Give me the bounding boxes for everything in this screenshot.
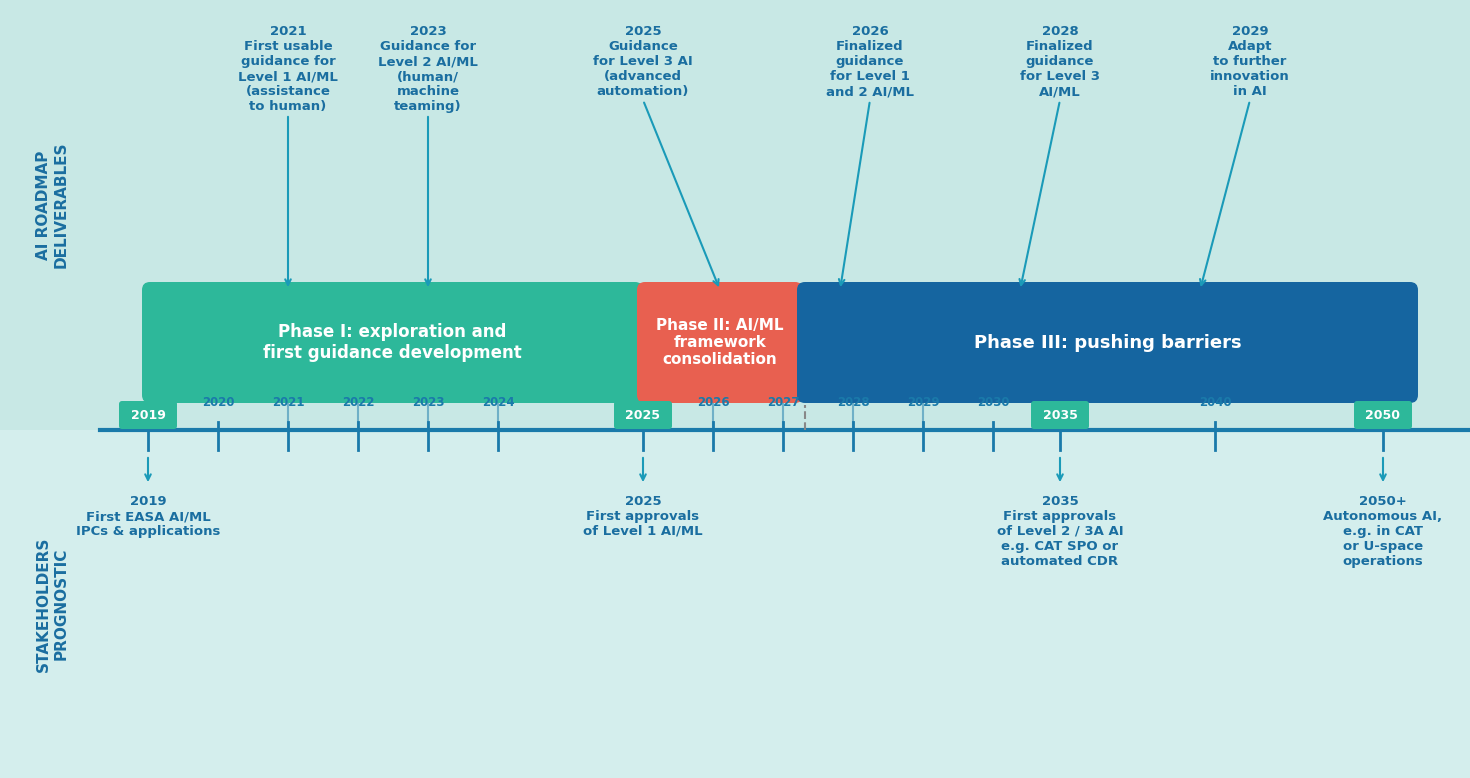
FancyBboxPatch shape: [614, 401, 672, 429]
FancyBboxPatch shape: [143, 282, 642, 403]
Text: 2029: 2029: [907, 395, 939, 408]
Text: Phase III: pushing barriers: Phase III: pushing barriers: [973, 334, 1241, 352]
FancyBboxPatch shape: [797, 282, 1419, 403]
Text: 2025
First approvals
of Level 1 AI/ML: 2025 First approvals of Level 1 AI/ML: [584, 495, 703, 538]
Text: 2023
Guidance for
Level 2 AI/ML
(human/
machine
teaming): 2023 Guidance for Level 2 AI/ML (human/ …: [378, 25, 478, 113]
Text: 2035: 2035: [1042, 408, 1078, 422]
Text: 2030: 2030: [976, 395, 1010, 408]
Text: 2035
First approvals
of Level 2 / 3A AI
e.g. CAT SPO or
automated CDR: 2035 First approvals of Level 2 / 3A AI …: [997, 495, 1123, 568]
Text: 2021
First usable
guidance for
Level 1 AI/ML
(assistance
to human): 2021 First usable guidance for Level 1 A…: [238, 25, 338, 113]
FancyBboxPatch shape: [1030, 401, 1089, 429]
Text: 2025
Guidance
for Level 3 AI
(advanced
automation): 2025 Guidance for Level 3 AI (advanced a…: [592, 25, 692, 98]
Text: 2027: 2027: [767, 395, 800, 408]
Text: Phase I: exploration and
first guidance development: Phase I: exploration and first guidance …: [263, 323, 522, 362]
Text: 2029
Adapt
to further
innovation
in AI: 2029 Adapt to further innovation in AI: [1210, 25, 1289, 98]
Text: 2026
Finalized
guidance
for Level 1
and 2 AI/ML: 2026 Finalized guidance for Level 1 and …: [826, 25, 914, 98]
Text: 2028: 2028: [836, 395, 869, 408]
Text: 2024: 2024: [482, 395, 514, 408]
Text: 2019
First EASA AI/ML
IPCs & applications: 2019 First EASA AI/ML IPCs & application…: [76, 495, 220, 538]
Text: 2050+
Autonomous AI,
e.g. in CAT
or U-space
operations: 2050+ Autonomous AI, e.g. in CAT or U-sp…: [1323, 495, 1442, 568]
Bar: [0, 430, 1470, 778]
Text: 2050: 2050: [1366, 408, 1401, 422]
Text: 2021: 2021: [272, 395, 304, 408]
Text: 2019: 2019: [131, 408, 166, 422]
Text: 2023: 2023: [412, 395, 444, 408]
Text: 2022: 2022: [341, 395, 375, 408]
Text: 2025: 2025: [626, 408, 660, 422]
FancyBboxPatch shape: [637, 282, 803, 403]
Text: STAKEHOLDERS
PROGNOSTIC: STAKEHOLDERS PROGNOSTIC: [35, 536, 68, 671]
FancyBboxPatch shape: [1354, 401, 1413, 429]
FancyBboxPatch shape: [119, 401, 176, 429]
Text: 2020: 2020: [201, 395, 234, 408]
Text: 2028
Finalized
guidance
for Level 3
AI/ML: 2028 Finalized guidance for Level 3 AI/M…: [1020, 25, 1100, 98]
Text: 2026: 2026: [697, 395, 729, 408]
Bar: [0, 0, 1470, 430]
Text: AI ROADMAP
DELIVERABLES: AI ROADMAP DELIVERABLES: [35, 142, 68, 268]
Text: 2040: 2040: [1198, 395, 1232, 408]
Text: Phase II: AI/ML
framework
consolidation: Phase II: AI/ML framework consolidation: [656, 317, 784, 367]
